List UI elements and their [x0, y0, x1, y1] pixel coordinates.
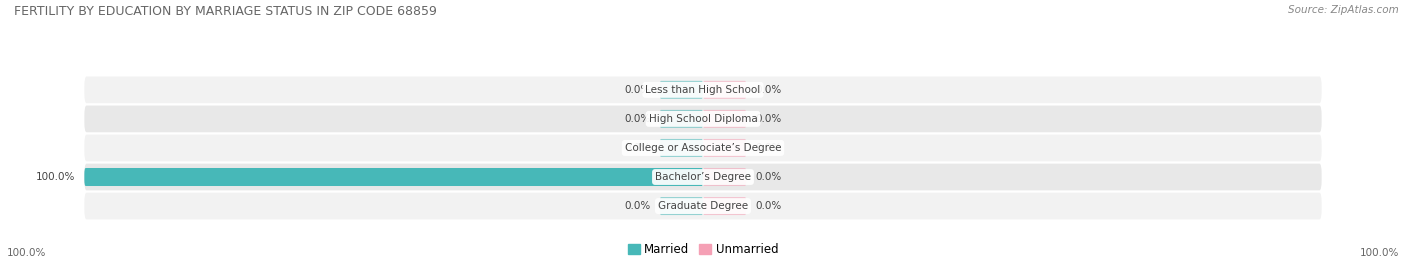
- FancyBboxPatch shape: [659, 110, 703, 128]
- Text: High School Diploma: High School Diploma: [648, 114, 758, 124]
- FancyBboxPatch shape: [84, 76, 1322, 103]
- Text: Graduate Degree: Graduate Degree: [658, 201, 748, 211]
- Text: 0.0%: 0.0%: [755, 201, 782, 211]
- FancyBboxPatch shape: [659, 197, 703, 215]
- Text: 0.0%: 0.0%: [624, 114, 651, 124]
- Text: 0.0%: 0.0%: [755, 114, 782, 124]
- Text: 0.0%: 0.0%: [755, 172, 782, 182]
- Text: FERTILITY BY EDUCATION BY MARRIAGE STATUS IN ZIP CODE 68859: FERTILITY BY EDUCATION BY MARRIAGE STATU…: [14, 5, 437, 18]
- Text: 100.0%: 100.0%: [7, 248, 46, 258]
- Text: Source: ZipAtlas.com: Source: ZipAtlas.com: [1288, 5, 1399, 15]
- FancyBboxPatch shape: [84, 105, 1322, 132]
- Text: 0.0%: 0.0%: [624, 143, 651, 153]
- FancyBboxPatch shape: [84, 168, 703, 186]
- Text: Less than High School: Less than High School: [645, 85, 761, 95]
- FancyBboxPatch shape: [703, 197, 747, 215]
- FancyBboxPatch shape: [703, 139, 747, 157]
- Legend: Married, Unmarried: Married, Unmarried: [623, 238, 783, 260]
- Text: Bachelor’s Degree: Bachelor’s Degree: [655, 172, 751, 182]
- FancyBboxPatch shape: [84, 193, 1322, 220]
- FancyBboxPatch shape: [84, 134, 1322, 161]
- FancyBboxPatch shape: [659, 139, 703, 157]
- FancyBboxPatch shape: [659, 81, 703, 99]
- Text: 100.0%: 100.0%: [35, 172, 75, 182]
- Text: 0.0%: 0.0%: [755, 85, 782, 95]
- FancyBboxPatch shape: [703, 168, 747, 186]
- Text: College or Associate’s Degree: College or Associate’s Degree: [624, 143, 782, 153]
- Text: 0.0%: 0.0%: [624, 201, 651, 211]
- Text: 100.0%: 100.0%: [1360, 248, 1399, 258]
- Text: 0.0%: 0.0%: [624, 85, 651, 95]
- FancyBboxPatch shape: [703, 110, 747, 128]
- FancyBboxPatch shape: [84, 164, 1322, 190]
- Text: 0.0%: 0.0%: [755, 143, 782, 153]
- FancyBboxPatch shape: [703, 81, 747, 99]
